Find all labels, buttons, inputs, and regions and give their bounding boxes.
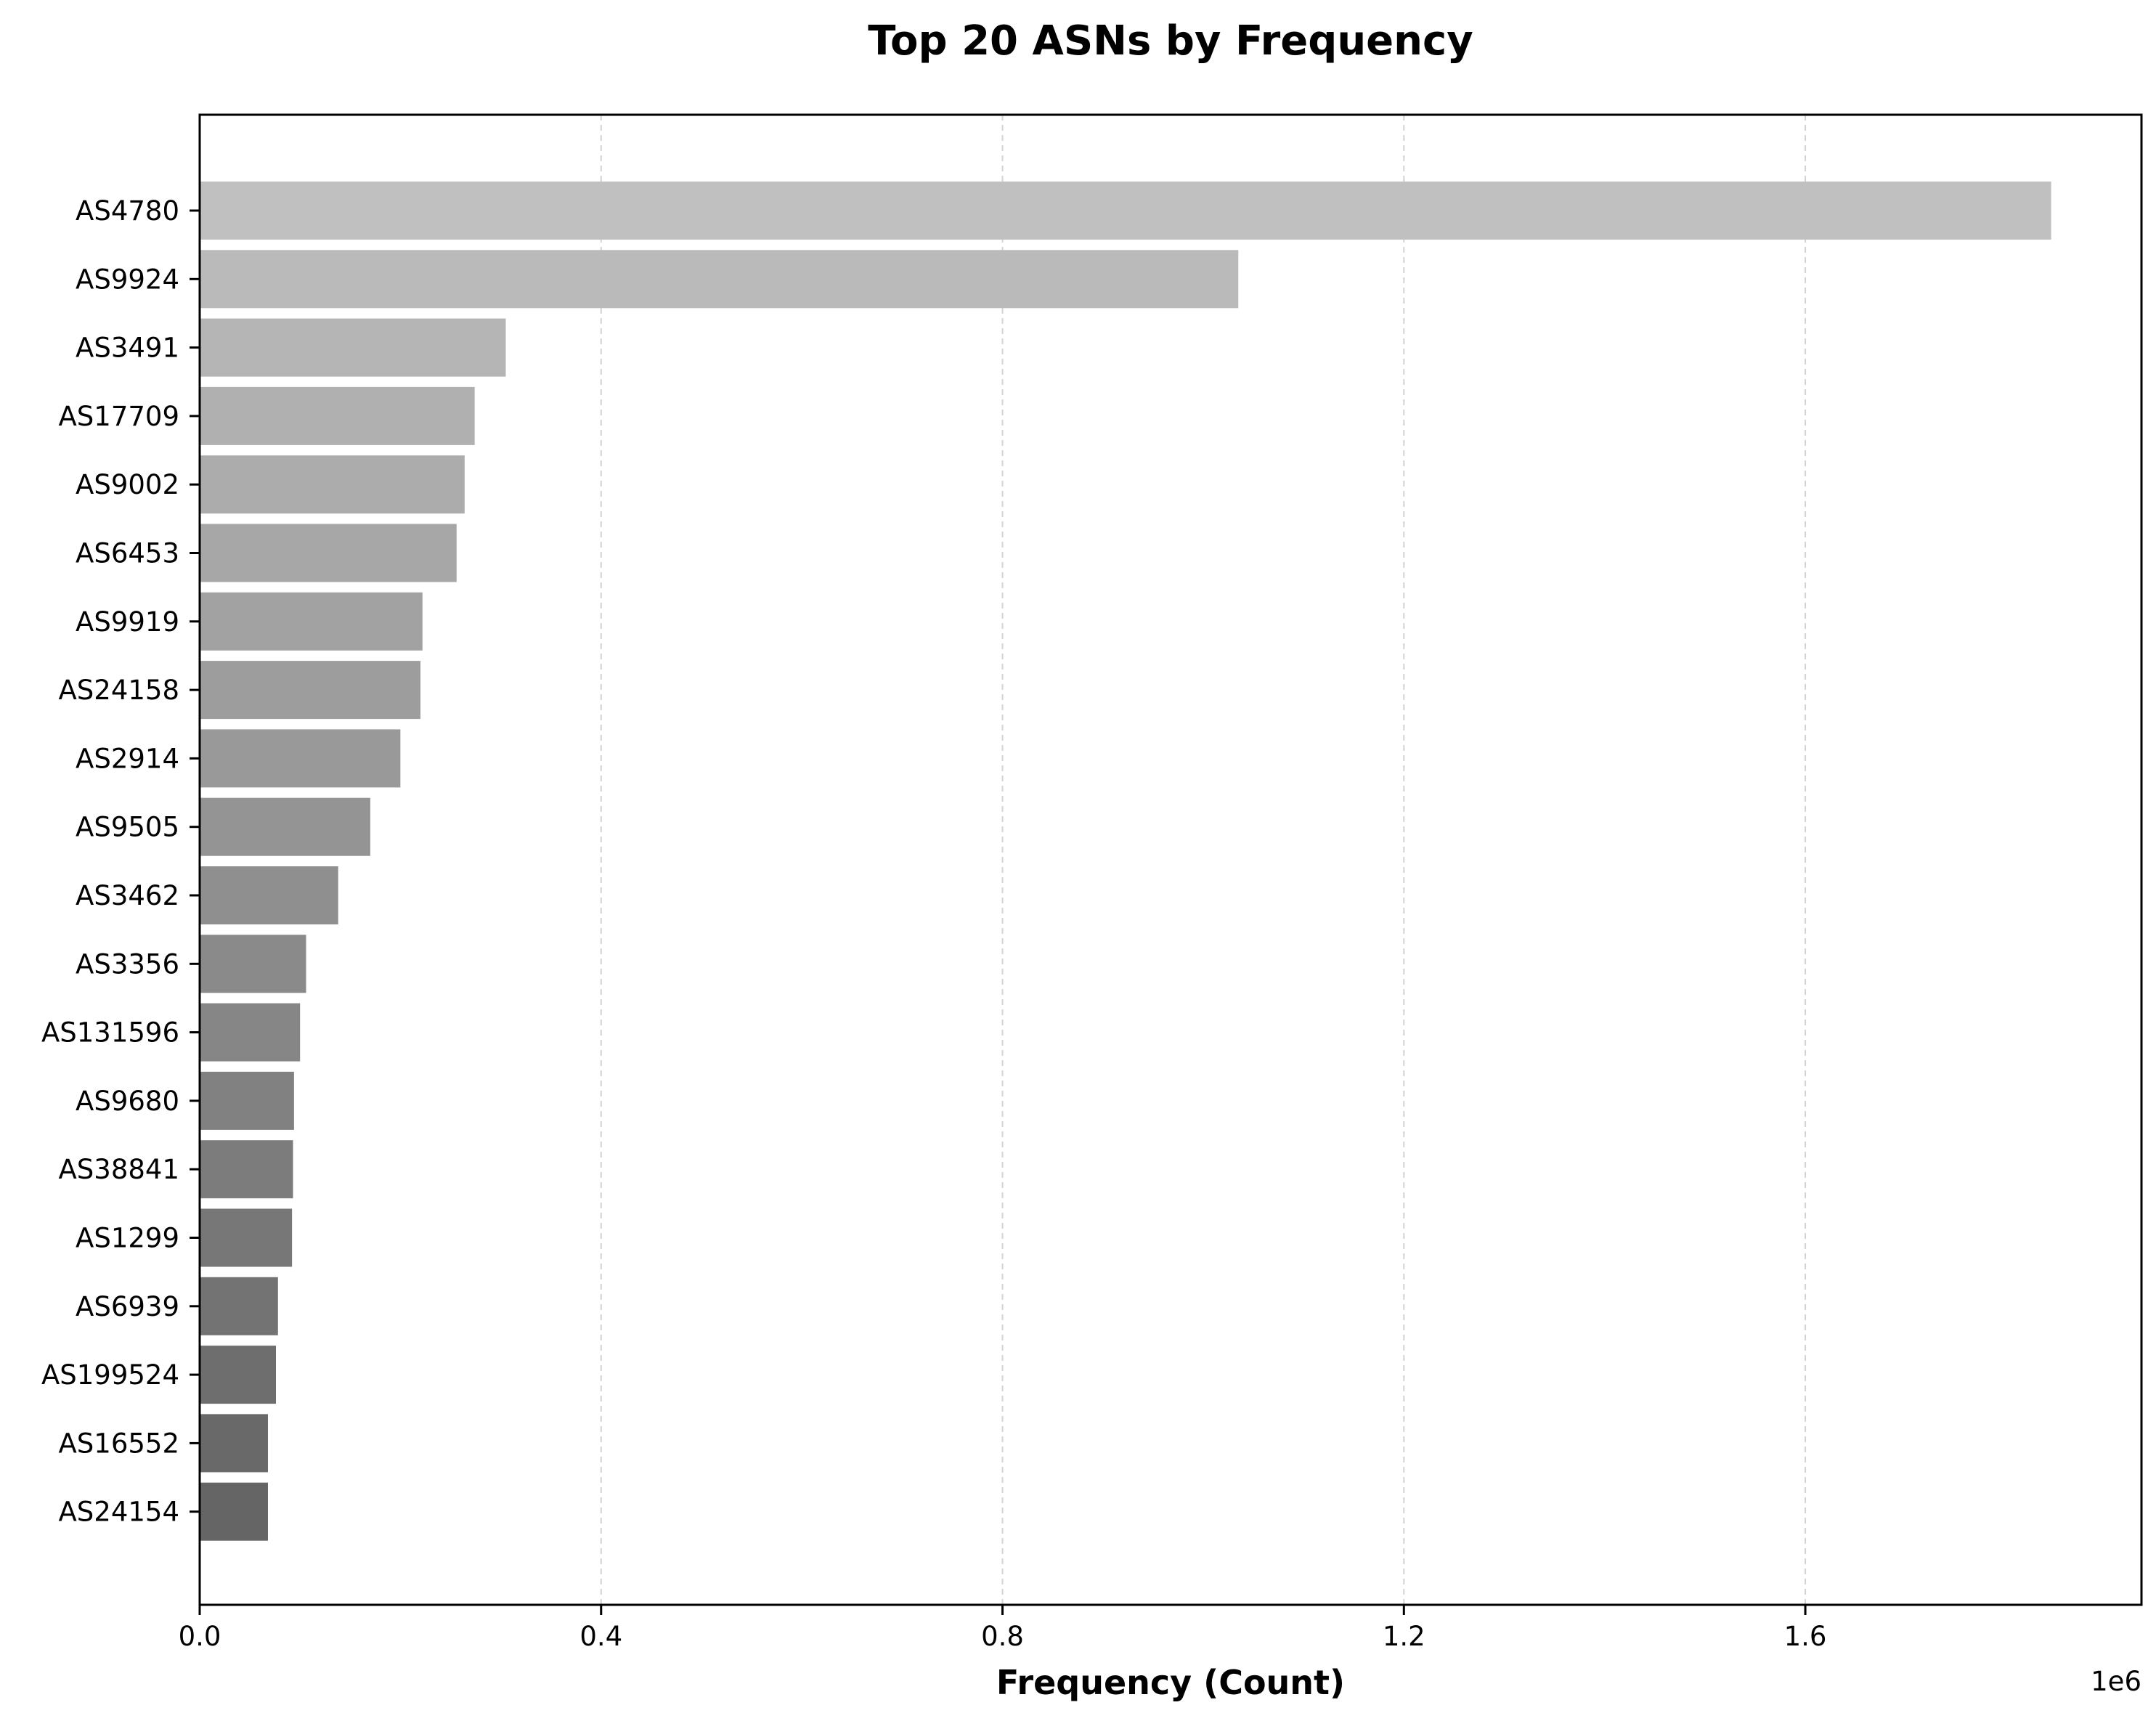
bar bbox=[200, 524, 457, 582]
y-tick-label: AS6939 bbox=[76, 1291, 179, 1322]
bar bbox=[200, 866, 338, 924]
y-tick-label: AS9919 bbox=[76, 606, 179, 638]
bar bbox=[200, 1208, 293, 1267]
chart-title: Top 20 ASNs by Frequency bbox=[868, 17, 1473, 65]
bar bbox=[200, 1140, 293, 1199]
bar bbox=[200, 1414, 268, 1473]
bar bbox=[200, 318, 506, 377]
bar bbox=[200, 182, 2051, 240]
bar bbox=[200, 1277, 278, 1335]
bar bbox=[200, 1003, 301, 1062]
bar bbox=[200, 1346, 277, 1404]
plot-frame bbox=[198, 113, 2143, 1606]
bar bbox=[200, 729, 401, 788]
y-tick-label: AS38841 bbox=[59, 1154, 180, 1185]
x-axis-offset-label: 1e6 bbox=[2091, 1666, 2141, 1697]
y-tick-label: AS3491 bbox=[76, 333, 179, 364]
y-tick-label: AS6453 bbox=[76, 538, 179, 569]
y-tick-label: AS24154 bbox=[59, 1497, 180, 1528]
y-tick-label: AS9505 bbox=[76, 812, 179, 843]
x-axis-ticks: 0.0 0.4 0.8 1.2 1.6 bbox=[179, 1605, 1827, 1652]
y-tick-label: AS9680 bbox=[76, 1086, 179, 1117]
y-tick-label: AS24158 bbox=[59, 675, 180, 706]
y-tick-label: AS1299 bbox=[76, 1223, 179, 1254]
bar bbox=[200, 661, 421, 720]
y-tick-label: AS9924 bbox=[76, 264, 179, 295]
y-axis-ticks: AS4780 AS9924 AS3491 AS17709 AS9002 AS6453 AS9… bbox=[41, 195, 200, 1528]
y-tick-label: AS3356 bbox=[76, 948, 179, 980]
x-tick-label: 1.6 bbox=[1784, 1621, 1827, 1652]
bars bbox=[200, 182, 2051, 1541]
y-tick-label: AS3462 bbox=[76, 880, 179, 911]
x-tick-label: 0.0 bbox=[179, 1621, 221, 1652]
bar bbox=[200, 592, 423, 651]
bar bbox=[200, 386, 475, 445]
y-tick-label: AS17709 bbox=[59, 401, 180, 432]
bar bbox=[200, 797, 370, 856]
bar bbox=[200, 1071, 294, 1130]
x-tick-label: 1.2 bbox=[1383, 1621, 1425, 1652]
x-axis-label: Frequency (Count) bbox=[996, 1663, 1345, 1702]
bar bbox=[200, 1482, 268, 1541]
y-tick-label: AS131596 bbox=[41, 1017, 179, 1049]
x-tick-label: 0.8 bbox=[981, 1621, 1024, 1652]
bar bbox=[200, 935, 306, 993]
y-tick-label: AS2914 bbox=[76, 743, 179, 774]
bar bbox=[200, 455, 465, 514]
y-tick-label: AS199524 bbox=[41, 1359, 179, 1391]
y-tick-label: AS9002 bbox=[76, 469, 179, 500]
x-tick-label: 0.4 bbox=[579, 1621, 622, 1652]
y-tick-label: AS16552 bbox=[59, 1428, 180, 1459]
y-tick-label: AS4780 bbox=[76, 195, 179, 227]
bar bbox=[200, 250, 1239, 309]
